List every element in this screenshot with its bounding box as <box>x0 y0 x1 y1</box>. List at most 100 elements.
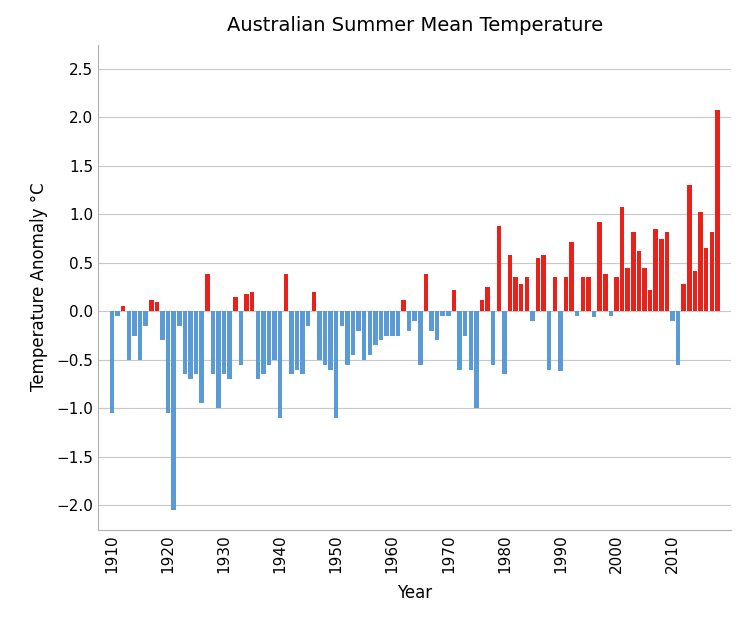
Bar <box>424 274 428 311</box>
Bar <box>654 229 658 311</box>
Bar <box>575 311 580 316</box>
Bar <box>373 311 378 345</box>
Bar <box>161 311 164 341</box>
Bar <box>665 232 669 311</box>
Bar <box>155 302 159 311</box>
Bar <box>412 311 417 321</box>
Bar <box>407 311 412 330</box>
Y-axis label: Temperature Anomaly °C: Temperature Anomaly °C <box>30 183 48 391</box>
Bar <box>200 311 204 403</box>
Bar <box>418 311 422 365</box>
Bar <box>121 306 125 311</box>
Bar <box>486 287 490 311</box>
Bar <box>323 311 327 365</box>
Bar <box>648 290 652 311</box>
Bar <box>558 311 562 371</box>
Bar <box>396 311 400 336</box>
Bar <box>710 232 714 311</box>
Bar <box>210 311 215 375</box>
Bar <box>659 239 664 311</box>
Bar <box>468 311 473 369</box>
Bar <box>289 311 293 375</box>
Bar <box>284 274 288 311</box>
Bar <box>300 311 305 375</box>
Bar <box>463 311 467 336</box>
Bar <box>182 311 187 375</box>
Bar <box>368 311 372 355</box>
Bar <box>440 311 445 316</box>
Bar <box>631 232 636 311</box>
Bar <box>670 311 675 321</box>
Bar <box>636 251 641 311</box>
Bar <box>138 311 143 360</box>
Bar <box>682 284 686 311</box>
Bar <box>233 297 238 311</box>
Bar <box>261 311 265 375</box>
Bar <box>345 311 350 365</box>
Bar <box>525 278 529 311</box>
Bar <box>166 311 170 413</box>
Bar <box>507 255 512 311</box>
Bar <box>267 311 271 365</box>
Bar <box>530 311 535 321</box>
Bar <box>216 311 221 408</box>
Bar <box>497 226 501 311</box>
Bar <box>362 311 366 360</box>
Bar <box>127 311 131 360</box>
Bar <box>626 268 630 311</box>
Bar <box>194 311 198 375</box>
Bar <box>295 311 299 369</box>
Bar <box>569 242 574 311</box>
Bar <box>278 311 283 418</box>
Bar <box>390 311 394 336</box>
Bar <box>143 311 148 326</box>
Bar <box>115 311 120 316</box>
Bar <box>513 278 518 311</box>
Bar <box>205 274 210 311</box>
Bar <box>457 311 461 369</box>
Bar <box>502 311 507 375</box>
Bar <box>597 222 602 311</box>
Bar <box>256 311 260 379</box>
Bar <box>357 311 361 330</box>
Bar <box>693 271 697 311</box>
Bar <box>615 278 619 311</box>
Bar <box>642 268 647 311</box>
Bar <box>715 110 719 311</box>
Bar <box>329 311 333 369</box>
Bar <box>553 278 557 311</box>
Bar <box>474 311 479 408</box>
Bar <box>592 311 596 317</box>
Bar <box>491 311 495 365</box>
Bar <box>351 311 355 355</box>
Bar <box>401 300 406 311</box>
Bar <box>222 311 226 375</box>
Bar <box>547 311 551 369</box>
Bar <box>452 290 456 311</box>
Bar <box>519 284 523 311</box>
Bar <box>379 311 383 341</box>
Bar <box>334 311 339 418</box>
Bar <box>239 311 244 365</box>
Bar <box>317 311 322 360</box>
Bar <box>704 248 709 311</box>
Bar <box>228 311 232 379</box>
Bar <box>620 207 624 311</box>
Bar <box>110 311 115 413</box>
X-axis label: Year: Year <box>397 584 432 602</box>
Bar <box>171 311 176 510</box>
Bar <box>132 311 136 336</box>
Bar <box>250 292 254 311</box>
Bar <box>446 311 451 316</box>
Bar <box>687 185 691 311</box>
Bar <box>429 311 434 330</box>
Bar <box>536 258 541 311</box>
Bar <box>541 255 546 311</box>
Bar <box>306 311 311 326</box>
Title: Australian Summer Mean Temperature: Australian Summer Mean Temperature <box>227 16 602 35</box>
Bar <box>581 278 585 311</box>
Bar <box>149 300 154 311</box>
Bar <box>435 311 440 341</box>
Bar <box>188 311 193 379</box>
Bar <box>385 311 389 336</box>
